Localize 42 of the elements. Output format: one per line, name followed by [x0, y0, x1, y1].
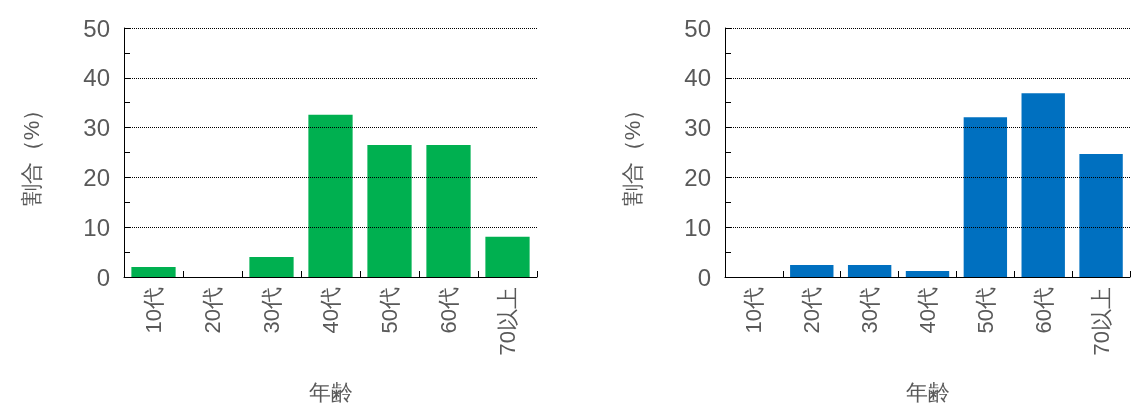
x-axis-title: 年齢	[308, 379, 353, 405]
y-tick-label: 10	[83, 213, 110, 241]
bar	[249, 257, 294, 277]
y-tick-label: 50	[684, 14, 711, 42]
bar	[1021, 93, 1065, 277]
bar	[905, 271, 950, 277]
y-tick-label: 0	[96, 263, 110, 291]
y-tick-label: 30	[684, 114, 711, 142]
y-tick-label: 40	[83, 64, 110, 92]
x-tick-label: 50代	[377, 287, 402, 334]
bar	[426, 145, 471, 277]
y-tick-label: 40	[684, 64, 711, 92]
y-tick-label: 20	[684, 163, 711, 191]
x-tick-label: 20代	[799, 287, 825, 334]
x-tick-label: 30代	[259, 287, 284, 334]
y-tick-label: 50	[83, 14, 110, 42]
x-tick-label: 60代	[1030, 287, 1056, 334]
x-tick-label: 30代	[857, 287, 883, 334]
y-tick-label: 0	[697, 263, 711, 291]
bar	[308, 114, 353, 277]
x-axis-title: 年齢	[905, 379, 950, 405]
x-tick-label: 10代	[141, 287, 166, 334]
x-tick-label: 40代	[915, 287, 940, 334]
y-axis-title: 割合（%）	[18, 98, 44, 207]
bar	[1079, 153, 1123, 277]
bar	[131, 267, 176, 277]
y-tick-label: 20	[83, 163, 110, 191]
x-tick-label: 20代	[200, 287, 225, 334]
bar	[790, 265, 834, 277]
x-tick-label: 10代	[741, 287, 767, 334]
y-tick-label: 10	[684, 213, 711, 241]
bar	[367, 145, 412, 277]
x-tick-label: 60代	[436, 287, 461, 334]
y-axis-title: 割合（%）	[619, 98, 645, 207]
x-tick-label: 70以上	[1088, 287, 1114, 356]
bar	[963, 117, 1008, 277]
x-tick-label: 50代	[972, 287, 998, 334]
bar	[485, 236, 530, 277]
x-tick-label: 70以上	[495, 287, 520, 356]
x-tick-label: 40代	[318, 287, 343, 334]
bar	[847, 265, 892, 277]
y-tick-label: 30	[83, 114, 110, 142]
